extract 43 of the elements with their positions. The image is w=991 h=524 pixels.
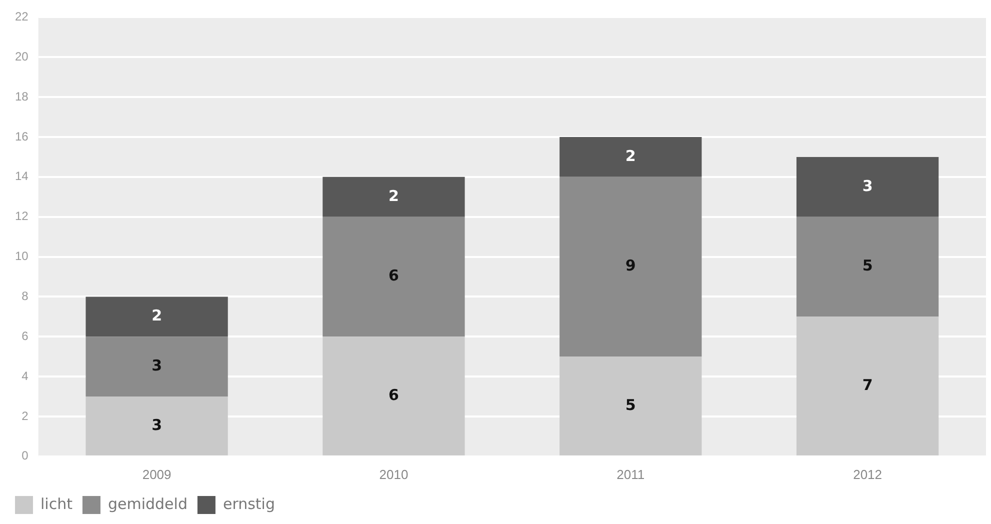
data-label: 3 <box>152 356 162 374</box>
data-label: 6 <box>388 266 399 285</box>
bar <box>86 296 228 337</box>
bar <box>86 396 228 456</box>
bar <box>560 356 702 456</box>
data-label: 9 <box>625 256 636 275</box>
data-label: 2 <box>152 306 162 325</box>
data-label: 3 <box>152 416 162 434</box>
y-tick-label: 2 <box>22 408 29 423</box>
x-tick-label: 2009 <box>142 466 172 482</box>
bar <box>796 316 939 456</box>
y-tick-label: 10 <box>14 249 29 264</box>
legend-label: gemiddeld <box>108 494 188 513</box>
bar <box>322 336 465 456</box>
y-tick-label: 20 <box>14 49 29 64</box>
y-tick-label: 18 <box>14 89 29 104</box>
data-label: 6 <box>388 386 399 404</box>
x-tick-label: 2012 <box>853 466 882 482</box>
data-label: 2 <box>625 146 636 165</box>
bar <box>322 176 465 217</box>
y-tick-label: 12 <box>14 209 29 224</box>
y-tick-label: 22 <box>14 10 29 24</box>
y-tick-label: 14 <box>14 169 29 184</box>
bar <box>86 336 228 397</box>
data-label: 5 <box>625 396 636 414</box>
x-tick-label: 2010 <box>379 466 408 482</box>
y-tick-label: 6 <box>22 328 29 343</box>
data-label: 5 <box>862 256 873 275</box>
data-label: 2 <box>388 186 399 205</box>
bar <box>796 156 939 217</box>
y-tick-label: 8 <box>22 289 29 304</box>
legend-label: licht <box>40 494 73 513</box>
legend-label: ernstig <box>222 494 275 513</box>
data-label: 7 <box>862 376 873 394</box>
bar <box>560 176 702 357</box>
y-tick-label: 0 <box>22 448 29 463</box>
y-tick-label: 16 <box>14 129 29 144</box>
bar <box>322 216 465 337</box>
y-tick-label: 4 <box>22 368 29 383</box>
bar <box>796 216 939 317</box>
bar <box>560 136 702 177</box>
data-label: 3 <box>862 176 873 195</box>
x-tick-label: 2011 <box>616 466 645 482</box>
